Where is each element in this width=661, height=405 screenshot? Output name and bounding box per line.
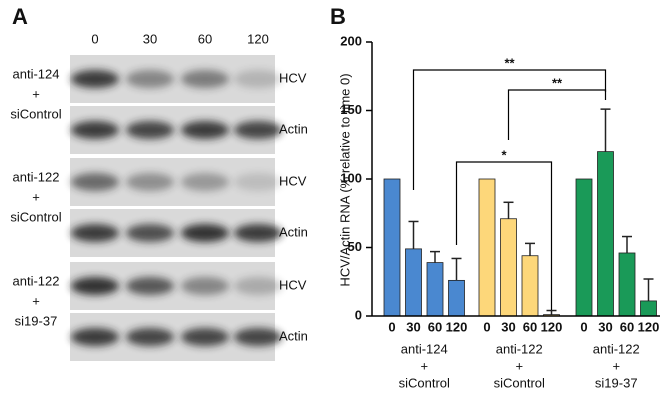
group-label: si19-37 (595, 375, 638, 390)
x-tick-label: 120 (446, 319, 468, 334)
band-label: Actin (279, 224, 308, 239)
band-label: Actin (279, 328, 308, 343)
significance-bracket (455, 161, 553, 310)
blot-band (234, 121, 282, 139)
group-label: siControl (399, 375, 450, 390)
blot-band (126, 70, 174, 88)
blot-band (126, 277, 174, 295)
blot-band (181, 328, 229, 346)
blot-band (126, 173, 174, 191)
x-tick-label: 30 (406, 319, 420, 334)
blot-band (181, 224, 229, 242)
x-tick-label: 30 (501, 319, 515, 334)
x-tick-label: 120 (638, 319, 660, 334)
group-label: anti-122 (593, 341, 640, 356)
bar (478, 178, 496, 317)
x-tick-label: 30 (598, 319, 612, 334)
y-tick-label: 200 (340, 33, 362, 48)
row-label: + (32, 189, 40, 204)
significance-label: ** (504, 55, 515, 70)
blot-band (71, 70, 119, 88)
blot-band (126, 224, 174, 242)
y-tick-label: 0 (355, 307, 362, 322)
lane-label: 0 (91, 31, 98, 46)
x-tick-label: 0 (483, 319, 490, 334)
x-tick-label: 0 (580, 319, 587, 334)
row-label: + (32, 86, 40, 101)
blot-band (71, 173, 119, 191)
blot-band (234, 277, 282, 295)
band-label: Actin (279, 121, 308, 136)
lane-label: 60 (198, 31, 212, 46)
y-tick-label: 50 (348, 239, 362, 254)
blot-band (126, 328, 174, 346)
blot-band (126, 121, 174, 139)
blot-band (234, 70, 282, 88)
group-label: anti-124 (401, 341, 448, 356)
row-label: + (32, 293, 40, 308)
x-tick-label: 60 (523, 319, 537, 334)
band-label: HCV (279, 277, 307, 292)
significance-label: * (501, 147, 507, 162)
bar (618, 252, 636, 317)
row-label: anti-124 (13, 66, 60, 81)
row-label: anti-122 (13, 273, 60, 288)
bar (521, 255, 539, 317)
y-tick-label: 150 (340, 102, 362, 117)
significance-bracket (507, 89, 607, 140)
blot-band (181, 121, 229, 139)
bar (640, 300, 657, 317)
group-label: siControl (494, 375, 545, 390)
y-tick-label: 100 (340, 170, 362, 185)
blot-band (71, 224, 119, 242)
bar (575, 178, 593, 317)
lane-label: 30 (143, 31, 157, 46)
group-label: anti-122 (496, 341, 543, 356)
bar (405, 248, 422, 317)
bar (426, 262, 444, 317)
row-label: siControl (10, 209, 61, 224)
blot-band (181, 277, 229, 295)
blot-band (234, 224, 282, 242)
band-label: HCV (279, 70, 307, 85)
significance-bracket (412, 69, 607, 190)
x-tick-label: 120 (541, 319, 563, 334)
x-tick-label: 60 (428, 319, 442, 334)
blot-band (181, 70, 229, 88)
blot-band (234, 173, 282, 191)
group-label: + (612, 358, 620, 373)
group-label: + (515, 358, 523, 373)
blot-band (71, 328, 119, 346)
row-label: siControl (10, 106, 61, 121)
x-tick-label: 0 (388, 319, 395, 334)
bar (448, 279, 465, 317)
bar (500, 218, 517, 317)
band-label: HCV (279, 173, 307, 188)
lane-label: 120 (247, 31, 269, 46)
blot-band (181, 173, 229, 191)
bar (597, 151, 614, 317)
panel-label: A (12, 4, 28, 29)
significance-label: ** (552, 75, 563, 90)
blot-band (71, 277, 119, 295)
bar (383, 178, 401, 317)
row-label: si19-37 (15, 313, 58, 328)
panel-label: B (330, 4, 346, 29)
group-label: + (420, 358, 428, 373)
blot-band (71, 121, 119, 139)
y-axis-title: HCV/Actin RNA (% relative to time 0) (337, 73, 352, 286)
blot-band (234, 328, 282, 346)
x-tick-label: 60 (620, 319, 634, 334)
row-label: anti-122 (13, 169, 60, 184)
